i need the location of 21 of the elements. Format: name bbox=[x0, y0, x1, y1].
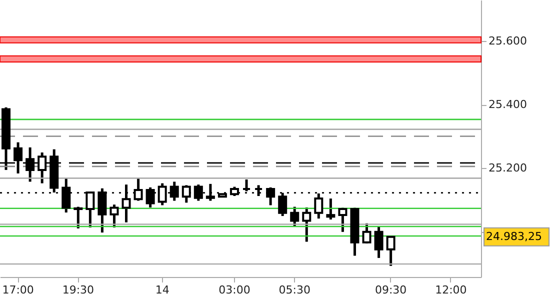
y-tick-label: 25.600 bbox=[488, 34, 527, 48]
candlestick bbox=[386, 234, 396, 268]
y-tick-label: 25.400 bbox=[488, 98, 527, 112]
x-tick-label: 19:30 bbox=[62, 284, 94, 296]
x-tick-label: 03:00 bbox=[218, 284, 250, 296]
candlestick bbox=[182, 184, 191, 204]
x-tick-label: 14 bbox=[155, 284, 170, 296]
candlestick bbox=[362, 222, 372, 245]
text: 24.983,25 bbox=[486, 230, 542, 243]
y-tick-label: 25.200 bbox=[488, 162, 527, 175]
candlestick bbox=[266, 186, 276, 206]
candlestick bbox=[314, 192, 324, 220]
candlestick bbox=[290, 206, 300, 228]
x-tick-label: 17:00 bbox=[2, 284, 34, 296]
x-tick-label: 09:30 bbox=[374, 284, 407, 296]
x-tick-label: 12:00 bbox=[435, 284, 467, 296]
candlestick bbox=[338, 206, 348, 234]
candlestick bbox=[374, 226, 384, 260]
candlestick bbox=[110, 203, 119, 229]
x-tick-label: 05:30 bbox=[278, 284, 310, 296]
candlestick bbox=[326, 197, 336, 221]
